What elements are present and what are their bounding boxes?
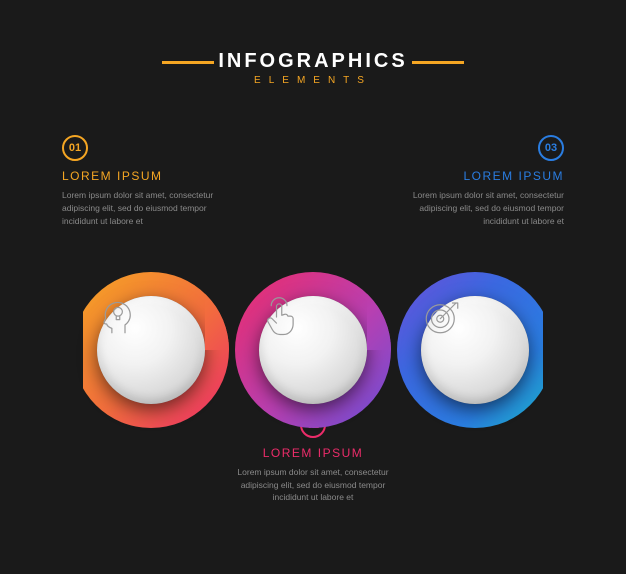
step-badge-03: 03	[538, 135, 564, 161]
step-desc-02: Lorem ipsum dolor sit amet, consectetur …	[228, 466, 398, 504]
step-desc-03: Lorem ipsum dolor sit amet, consectetur …	[394, 189, 564, 227]
step-title-01: LOREM IPSUM	[62, 169, 232, 183]
header-rule-right	[412, 61, 464, 64]
header-rule-left	[162, 61, 214, 64]
ring-chain	[83, 270, 543, 430]
header-rule-row: INFOGRAPHICS	[0, 50, 626, 73]
header-subtitle: ELEMENTS	[0, 75, 626, 86]
step-block-03: 03 LOREM IPSUM Lorem ipsum dolor sit ame…	[394, 135, 564, 227]
step-title-03: LOREM IPSUM	[394, 169, 564, 183]
step-badge-01: 01	[62, 135, 88, 161]
ring-overlay-svg	[83, 270, 543, 430]
header-title: INFOGRAPHICS	[218, 50, 407, 72]
header: INFOGRAPHICS ELEMENTS	[0, 0, 626, 86]
step-block-01: 01 LOREM IPSUM Lorem ipsum dolor sit ame…	[62, 135, 232, 227]
step-title-02: LOREM IPSUM	[228, 446, 398, 460]
step-desc-01: Lorem ipsum dolor sit amet, consectetur …	[62, 189, 232, 227]
